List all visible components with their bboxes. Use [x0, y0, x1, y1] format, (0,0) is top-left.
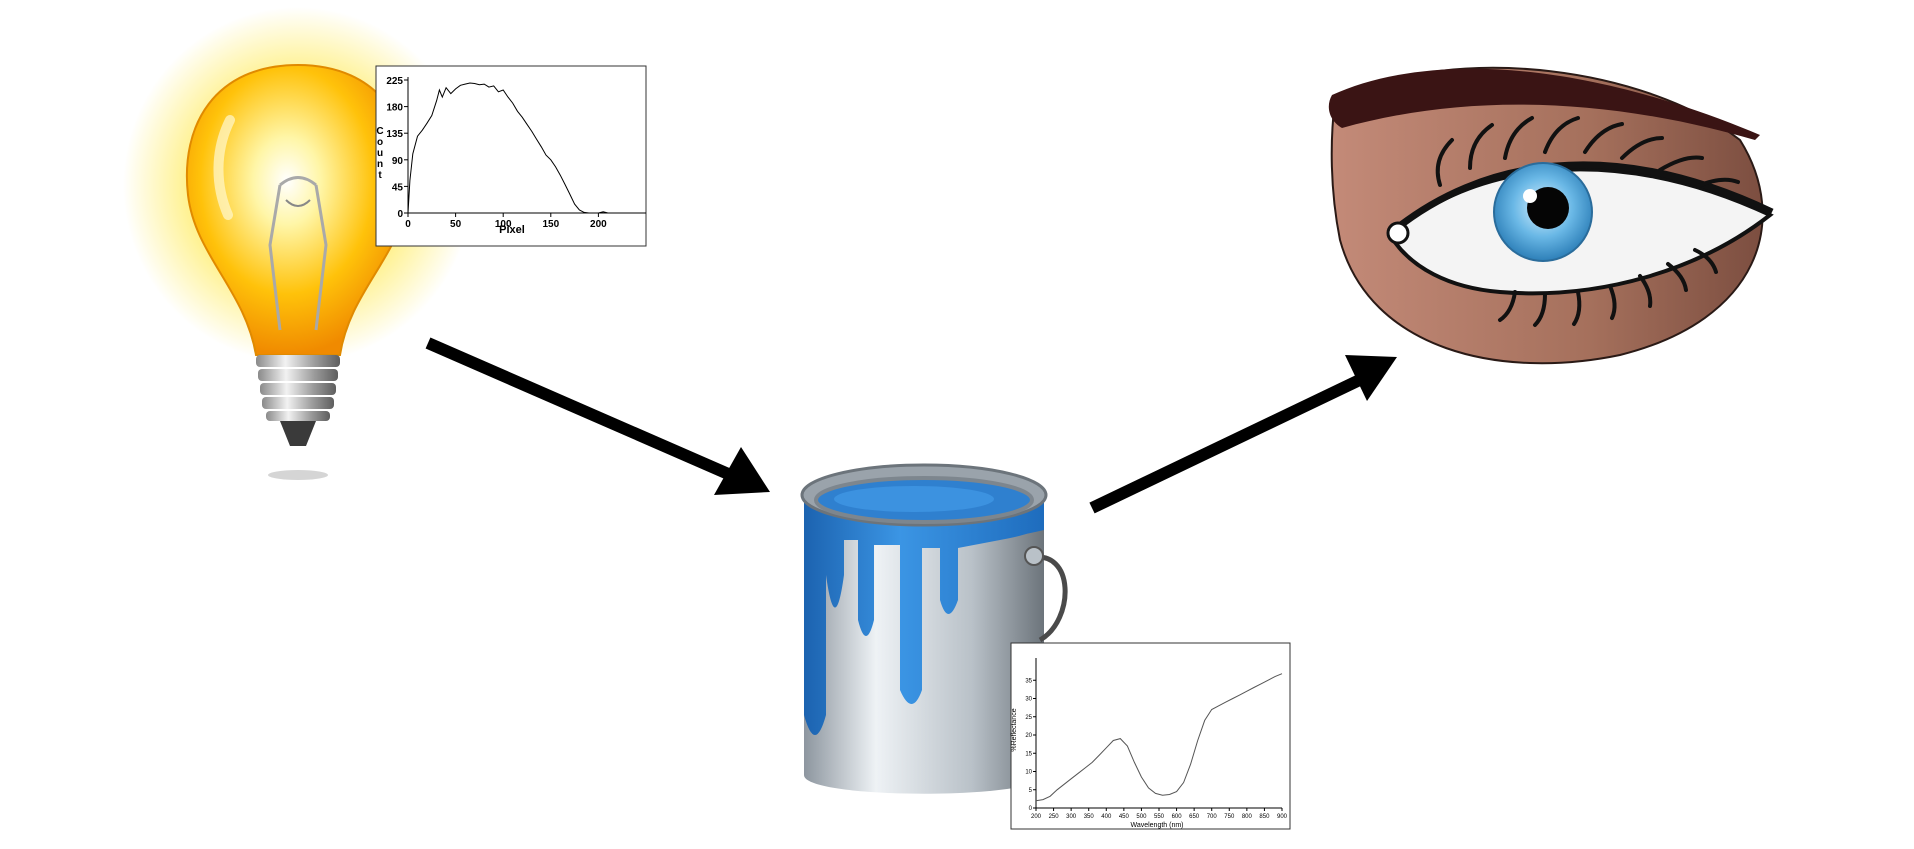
- y-axis-label-letter: u: [377, 148, 383, 159]
- x-tick-label: 700: [1207, 814, 1218, 820]
- y-axis-label-letter: n: [377, 159, 383, 170]
- x-tick-label: 0: [405, 219, 411, 230]
- x-tick-label: 750: [1224, 814, 1235, 820]
- y-tick-label: 30: [1025, 697, 1032, 703]
- y-tick-label: 35: [1025, 678, 1032, 684]
- arrow-light-to-object: [425, 337, 745, 486]
- x-tick-label: 800: [1242, 814, 1253, 820]
- series-line: [407, 82, 627, 214]
- x-tick-label: 200: [590, 219, 607, 230]
- x-tick-label: 650: [1189, 814, 1200, 820]
- y-tick-label: 45: [392, 182, 404, 193]
- x-tick-label: 500: [1136, 814, 1147, 820]
- x-tick-label: 450: [1119, 814, 1130, 820]
- y-tick-label: 20: [1025, 733, 1032, 739]
- paint-bucket-icon: [800, 463, 1068, 794]
- y-tick-label: 15: [1025, 751, 1032, 757]
- reflectance-chart: 200 250 300 350 400 450 500 550 600 650 700 750 800 8…: [1010, 642, 1291, 830]
- x-tick-label: 100: [495, 219, 512, 230]
- x-tick-label: 550: [1154, 814, 1165, 820]
- x-tick-label: 300: [1066, 814, 1077, 820]
- y-axis-label-letter: t: [378, 170, 382, 181]
- y-axis-label: %Reflectance: [1011, 708, 1018, 751]
- y-tick-label: 5: [1029, 788, 1033, 794]
- y-tick-label: 0: [397, 209, 403, 220]
- x-tick-label: 150: [542, 219, 559, 230]
- x-tick-label: 350: [1084, 814, 1095, 820]
- arrow-object-to-eye: [1089, 369, 1373, 514]
- arrow-object-to-eye-head: [1345, 355, 1397, 401]
- y-tick-label: 135: [386, 129, 403, 140]
- y-axis-label-letter: C: [376, 126, 383, 137]
- chart-frame: [1010, 642, 1291, 830]
- y-tick-label: 0: [1029, 806, 1033, 812]
- series-line: [1035, 673, 1283, 802]
- x-axis-label: Wavelength (nm): [1130, 822, 1183, 829]
- x-tick-label: 850: [1259, 814, 1270, 820]
- x-axis-label: Pixel: [499, 224, 525, 236]
- y-axis-label-letter: o: [377, 137, 383, 148]
- x-tick-label: 600: [1172, 814, 1183, 820]
- arrow-light-to-object-head: [714, 447, 770, 495]
- y-tick-label: 180: [386, 103, 403, 114]
- y-tick-label: 225: [386, 76, 403, 87]
- x-tick-label: 250: [1049, 814, 1060, 820]
- x-tick-label: 400: [1101, 814, 1112, 820]
- y-tick-label: 90: [392, 156, 404, 167]
- y-tick-label: 25: [1025, 715, 1032, 721]
- chart-frame: [375, 65, 647, 247]
- x-tick-label: 900: [1277, 814, 1288, 820]
- eye-icon: [1328, 66, 1774, 365]
- y-tick-label: 10: [1025, 770, 1032, 776]
- x-tick-label: 200: [1031, 814, 1042, 820]
- x-tick-label: 50: [450, 219, 462, 230]
